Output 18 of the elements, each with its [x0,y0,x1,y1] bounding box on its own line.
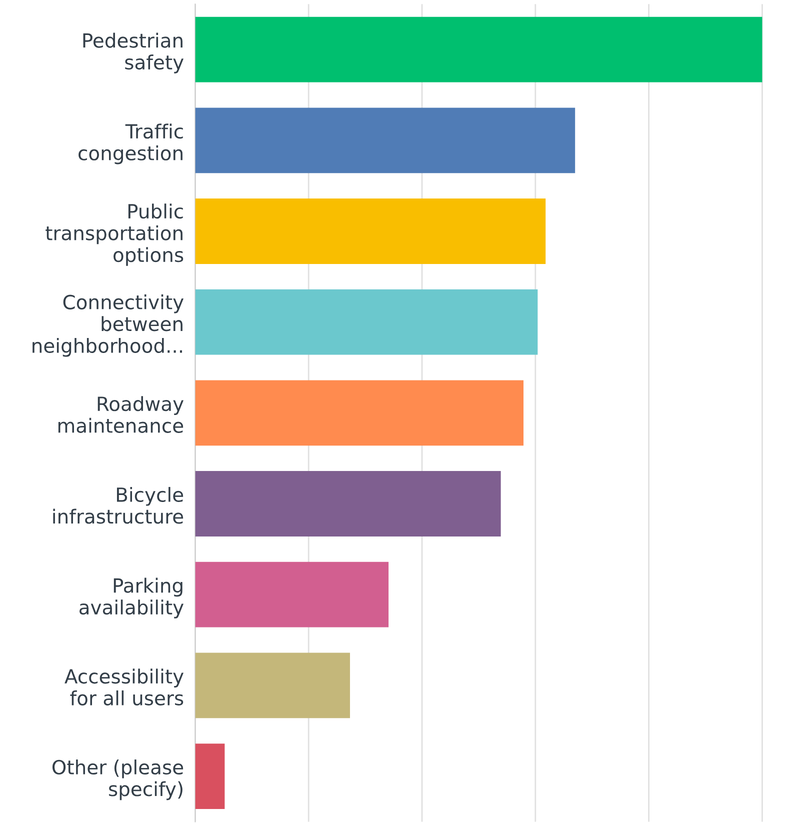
y-tick-label: Pedestrian safety [83,32,184,74]
bar [195,198,546,264]
bar [195,562,389,628]
y-tick-label: Connectivity between neighborhood... [32,294,184,357]
bar [195,744,225,809]
bar [195,380,524,446]
y-tick-label: Bicycle infrastructure [53,486,184,524]
y-tick-label: Traffic congestion [78,124,183,164]
bar [195,16,762,82]
y-tick-label: Public transportation options [46,204,184,266]
y-tick-label: Parking availability [80,578,184,618]
bar [195,652,350,718]
y-tick-label: Accessibility for all users [64,668,184,706]
bar [195,289,538,355]
bar [195,471,501,536]
bar [195,108,576,174]
y-tick-label: Other (please specify) [52,759,184,800]
y-tick-label: Roadway maintenance [58,396,184,433]
